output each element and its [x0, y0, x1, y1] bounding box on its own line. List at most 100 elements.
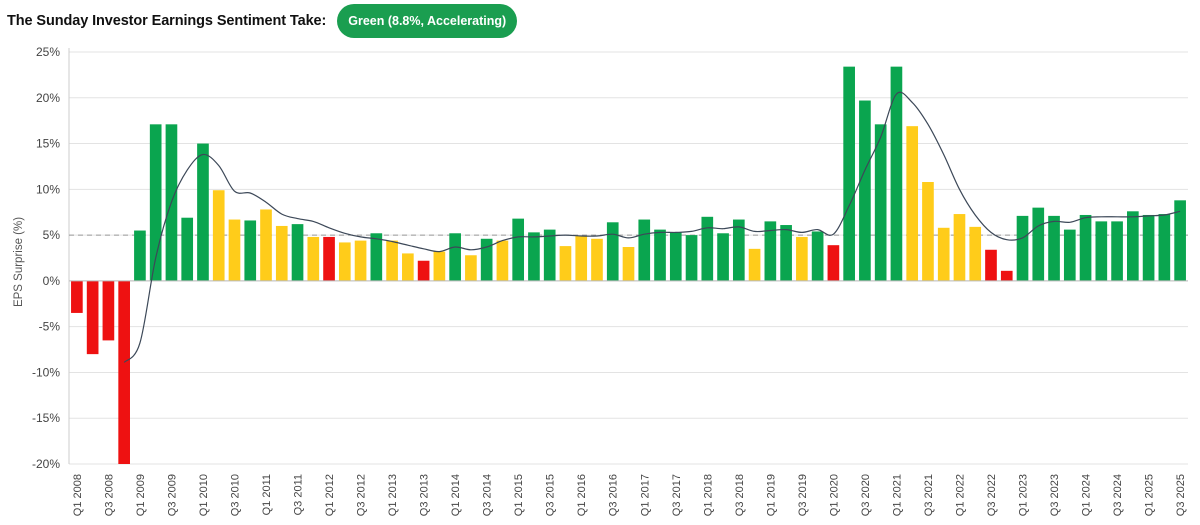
- bar: [402, 253, 414, 281]
- y-tick-label: 0%: [43, 274, 61, 288]
- bar: [717, 233, 729, 281]
- x-tick-label: Q3 2023: [1049, 474, 1061, 516]
- bar: [1048, 215, 1060, 281]
- x-tick-label: Q1 2011: [261, 474, 273, 515]
- bar: [338, 242, 351, 281]
- bar: [1079, 214, 1092, 281]
- x-tick-label: Q1 2020: [828, 474, 840, 516]
- x-tick-label: Q3 2019: [797, 474, 809, 516]
- bar: [559, 246, 572, 281]
- x-tick-label: Q3 2018: [734, 474, 746, 516]
- x-tick-label: Q3 2021: [923, 474, 935, 516]
- bar: [1127, 211, 1139, 281]
- y-tick-label: 20%: [36, 91, 60, 105]
- x-tick-label: Q3 2014: [482, 474, 494, 516]
- bar: [386, 240, 398, 281]
- x-tick-label: Q1 2015: [513, 474, 525, 516]
- bar: [528, 232, 540, 281]
- x-tick-label: Q3 2016: [608, 474, 620, 516]
- bar: [134, 230, 146, 281]
- bar: [1158, 214, 1171, 281]
- bar: [433, 251, 446, 281]
- x-tick-label: Q1 2022: [955, 474, 967, 516]
- bar: [591, 238, 603, 281]
- bar: [212, 190, 225, 281]
- bar: [480, 238, 493, 281]
- x-tick-label: Q1 2014: [450, 474, 462, 516]
- x-tick-label: Q1 2019: [765, 474, 777, 516]
- trend-line: [123, 91, 1181, 363]
- bar: [354, 240, 367, 281]
- y-tick-label: -10%: [32, 365, 60, 379]
- bar: [638, 219, 651, 281]
- bar: [1000, 270, 1013, 281]
- bar: [843, 66, 855, 281]
- bar: [496, 240, 509, 281]
- bar: [1111, 221, 1123, 281]
- bar: [827, 245, 840, 281]
- bar: [606, 222, 619, 281]
- bar: [86, 280, 99, 355]
- x-tick-label: Q3 2013: [419, 474, 431, 516]
- x-tick-label: Q1 2010: [198, 474, 210, 516]
- x-tick-label: Q3 2017: [671, 474, 683, 516]
- x-tick-label: Q3 2020: [860, 474, 872, 516]
- bar: [417, 260, 430, 281]
- y-axis-label: EPS Surprise (%): [13, 217, 25, 307]
- bar: [654, 229, 666, 281]
- x-tick-label: Q3 2010: [230, 474, 242, 516]
- bar: [748, 248, 761, 281]
- bar: [622, 247, 635, 281]
- x-tick-label: Q1 2013: [387, 474, 399, 516]
- bar: [1174, 200, 1186, 281]
- x-tick-label: Q3 2012: [356, 474, 368, 516]
- bar: [780, 225, 792, 281]
- x-tick-label: Q3 2025: [1175, 474, 1187, 516]
- bar: [181, 217, 194, 281]
- bar: [701, 216, 714, 281]
- bar: [811, 231, 824, 281]
- bar: [149, 124, 162, 281]
- bar: [1095, 221, 1108, 281]
- header: The Sunday Investor Earnings Sentiment T…: [7, 4, 518, 38]
- x-tick-label: Q3 2015: [545, 474, 557, 516]
- x-tick-label: Q1 2009: [135, 474, 147, 516]
- x-tick-label: Q1 2024: [1081, 474, 1093, 516]
- bar: [118, 280, 130, 464]
- x-tick-label: Q1 2023: [1018, 474, 1030, 516]
- bar: [890, 66, 903, 281]
- bar: [985, 249, 997, 281]
- y-tick-label: -15%: [32, 411, 60, 425]
- x-tick-label: Q1 2021: [891, 474, 903, 516]
- x-tick-label: Q1 2018: [702, 474, 714, 516]
- bar: [102, 280, 115, 341]
- bar: [669, 232, 682, 281]
- bar: [1032, 207, 1045, 281]
- x-tick-label: Q3 2022: [986, 474, 998, 516]
- bar: [859, 100, 871, 281]
- y-tick-label: -20%: [32, 457, 60, 471]
- bar: [969, 226, 982, 281]
- bar: [796, 236, 808, 281]
- bar: [874, 124, 887, 281]
- bar: [449, 233, 461, 281]
- x-tick-label: Q1 2012: [324, 474, 336, 516]
- bar: [71, 280, 83, 313]
- bar: [1063, 229, 1076, 281]
- bar: [291, 224, 304, 281]
- x-tick-label: Q1 2025: [1144, 474, 1156, 516]
- y-tick-label: 10%: [36, 182, 60, 196]
- bar: [685, 235, 698, 281]
- y-tick-label: -5%: [39, 320, 61, 334]
- sentiment-badge: Green (8.8%, Accelerating): [337, 4, 518, 38]
- bar: [228, 219, 241, 281]
- y-tick-label: 5%: [43, 228, 61, 242]
- bar: [512, 218, 525, 281]
- x-tick-label: Q3 2024: [1112, 474, 1124, 516]
- bar: [465, 255, 477, 281]
- bar: [260, 209, 272, 281]
- x-tick-label: Q1 2017: [639, 474, 651, 516]
- bar: [275, 225, 288, 281]
- y-tick-label: 25%: [36, 45, 60, 59]
